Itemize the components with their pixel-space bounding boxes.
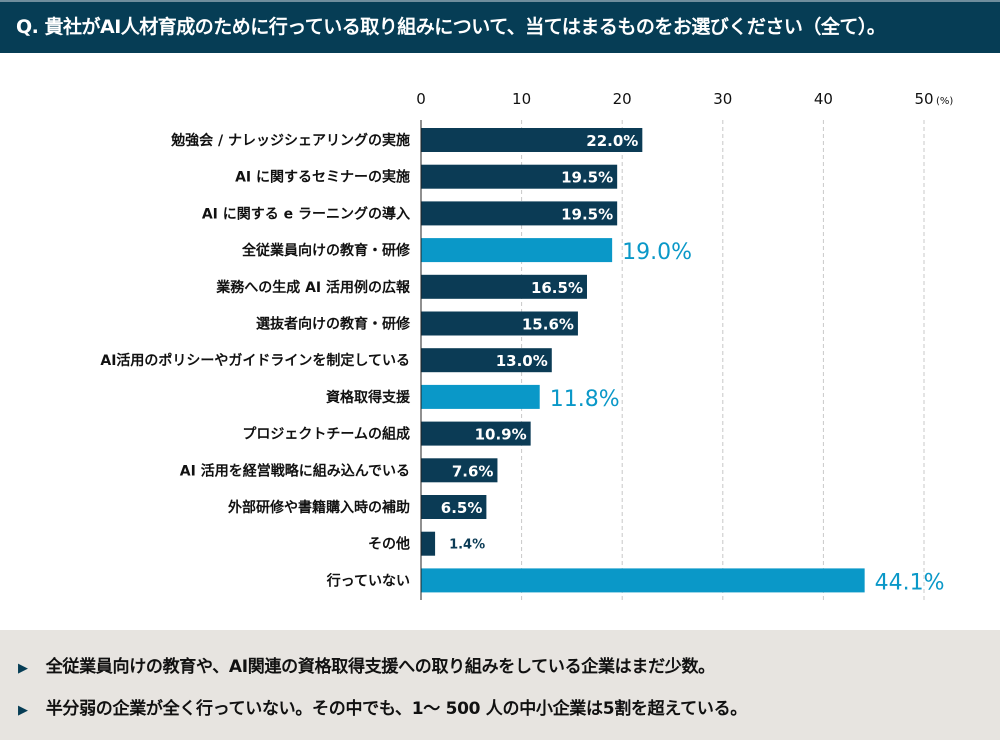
bar bbox=[421, 531, 436, 556]
summary-panel: ▶ 全従業員向けの教育や、AI関連の資格取得支援への取り組みをしている企業はまだ少… bbox=[0, 630, 1000, 740]
data-label: 44.1% bbox=[875, 570, 945, 595]
bullet-triangle-icon: ▶ bbox=[18, 703, 28, 718]
bar bbox=[421, 201, 618, 226]
category-label: 全従業員向けの教育・研修 bbox=[241, 242, 411, 259]
data-label: 6.5% bbox=[441, 499, 483, 517]
category-label: AI 活用を経営戦略に組み込んでいる bbox=[180, 462, 410, 479]
bar bbox=[421, 274, 587, 299]
data-label: 11.8% bbox=[550, 387, 620, 412]
data-label: 15.6% bbox=[522, 316, 574, 334]
summary-text: 全従業員向けの教育や、AI関連の資格取得支援への取り組みをしている企業はまだ少数… bbox=[45, 657, 715, 677]
data-label: 19.0% bbox=[622, 240, 692, 265]
summary-point: ▶ 半分弱の企業が全く行っていない。その中でも、1～ 500 人の中小企業は5割を… bbox=[18, 694, 747, 719]
bullet-triangle-icon: ▶ bbox=[18, 661, 28, 676]
bar-chart: 0 10 20 30 40 50 (%) 勉強会 / ナレッジシェアリングの実施 22.0% AI… bbox=[100, 90, 953, 600]
category-label: AI活用のポリシーやガイドラインを制定している bbox=[100, 352, 410, 369]
bar bbox=[421, 384, 540, 409]
data-label: 19.5% bbox=[561, 169, 613, 187]
data-label: 19.5% bbox=[561, 205, 613, 223]
category-label: 選抜者向けの教育・研修 bbox=[256, 316, 411, 333]
x-tick-label: 40 bbox=[814, 90, 833, 108]
summary-text: 半分弱の企業が全く行っていない。その中でも、1～ 500 人の中小企業は5割を超… bbox=[45, 699, 748, 719]
category-label: AI に関する e ラーニングの導入 bbox=[202, 205, 410, 222]
data-label: 16.5% bbox=[531, 279, 583, 297]
x-tick-label: 10 bbox=[512, 90, 531, 108]
bar bbox=[421, 495, 487, 519]
bar bbox=[421, 568, 865, 593]
bar bbox=[421, 421, 531, 446]
x-tick-label: 30 bbox=[713, 90, 732, 108]
x-tick-label: 50 bbox=[914, 90, 933, 108]
category-label: その他 bbox=[368, 536, 410, 553]
bar bbox=[421, 128, 643, 152]
category-label: 外部研修や書籍購入時の補助 bbox=[228, 499, 410, 516]
category-label: 勉強会 / ナレッジシェアリングの実施 bbox=[170, 132, 410, 149]
axis-unit-label: (%) bbox=[936, 96, 953, 107]
summary-point: ▶ 全従業員向けの教育や、AI関連の資格取得支援への取り組みをしている企業はまだ少… bbox=[18, 652, 715, 677]
bar bbox=[421, 164, 618, 189]
category-label: 行っていない bbox=[326, 572, 410, 589]
category-label: 資格取得支援 bbox=[326, 389, 411, 406]
category-label: 業務への生成 AI 活用例の広報 bbox=[215, 279, 411, 296]
category-label: プロジェクトチームの組成 bbox=[242, 426, 410, 443]
x-tick-label: 20 bbox=[613, 90, 632, 108]
category-label: AI に関するセミナーの実施 bbox=[235, 169, 410, 186]
x-tick-label: 0 bbox=[416, 90, 426, 108]
bar bbox=[421, 458, 498, 483]
data-label: 13.0% bbox=[496, 352, 548, 370]
question-header: Q. 貴社がAI人材育成のために行っている取り組みについて、当てはまるものをお選… bbox=[0, 0, 1000, 53]
data-label: 10.9% bbox=[475, 426, 527, 444]
data-label: 7.6% bbox=[452, 462, 494, 480]
bar bbox=[421, 348, 552, 373]
data-label: 22.0% bbox=[586, 132, 638, 150]
bar bbox=[421, 311, 578, 336]
data-label: 1.4% bbox=[449, 538, 485, 553]
bar bbox=[421, 238, 613, 263]
